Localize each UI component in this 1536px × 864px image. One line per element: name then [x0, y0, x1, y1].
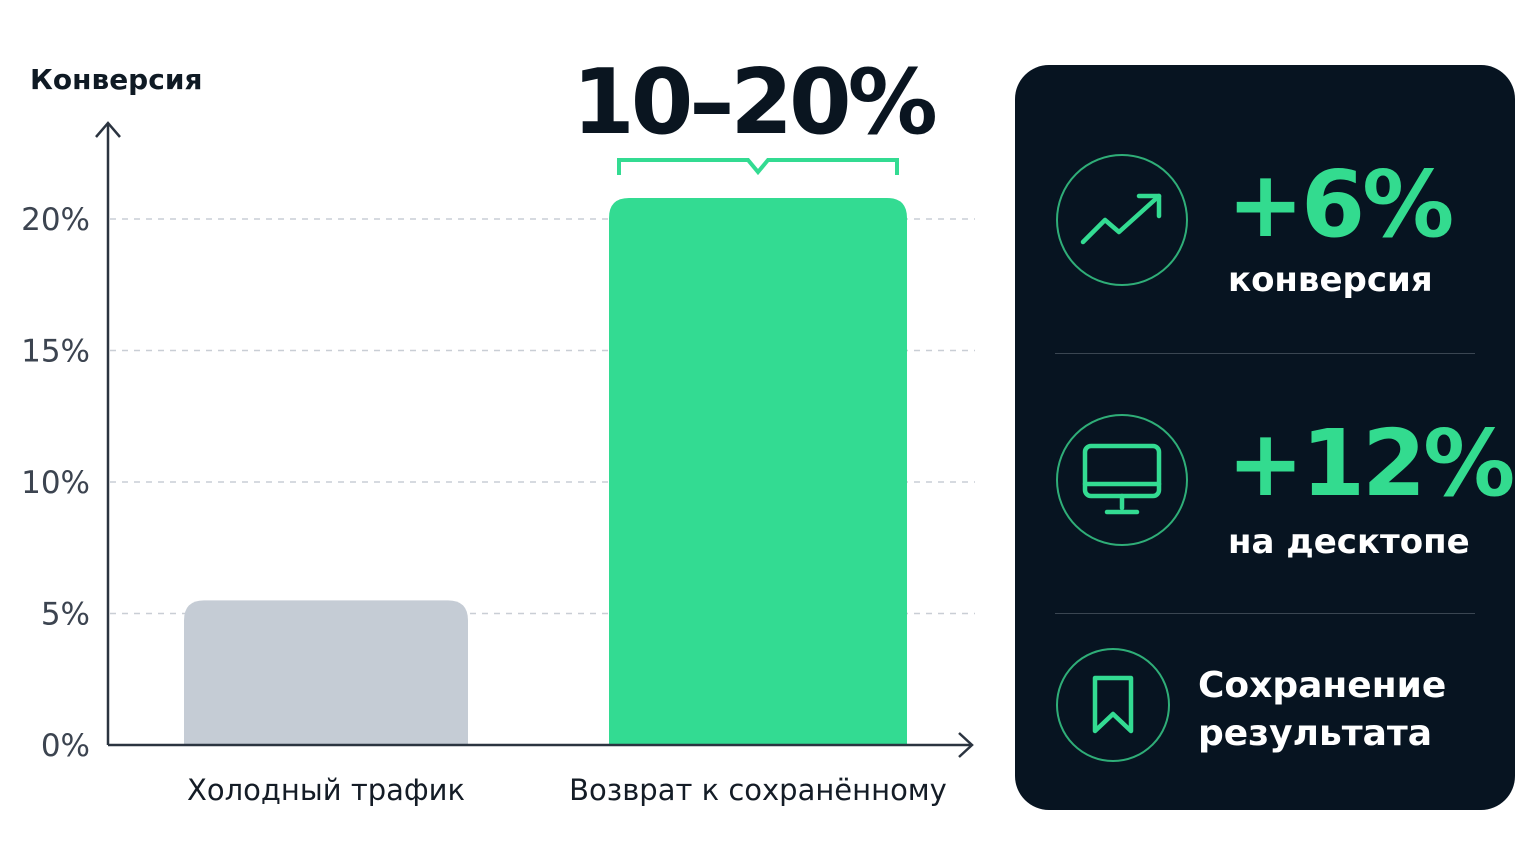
range-annotation: 10–20%	[572, 50, 940, 176]
y-tick-label: 15%	[21, 334, 90, 370]
bar-chart: Конверсия 0% 5% 10% 15% 20% Холодный трафик В…	[21, 50, 975, 807]
bookmark-icon	[1056, 648, 1170, 762]
y-tick-label: 20%	[21, 202, 90, 238]
category-label: Холодный трафик	[187, 773, 465, 807]
category-label: Возврат к сохранённому	[569, 773, 947, 807]
y-tick-label: 0%	[41, 728, 90, 764]
y-tick-label: 10%	[21, 465, 90, 501]
range-bracket	[617, 158, 899, 176]
stat-label: на десктопе	[1228, 522, 1470, 562]
range-annotation-text: 10–20%	[572, 50, 935, 155]
stat-title-line1: Сохранение	[1198, 665, 1447, 706]
bars	[184, 197, 907, 745]
x-axis	[108, 732, 974, 758]
bar	[609, 197, 907, 745]
stat-title-line2: результата	[1198, 713, 1433, 754]
y-tick-label: 5%	[41, 597, 90, 633]
trend-up-icon	[1056, 154, 1188, 286]
stat-label: конверсия	[1228, 260, 1433, 300]
bar	[184, 600, 468, 745]
divider	[1055, 613, 1475, 614]
y-tick-labels: 0% 5% 10% 15% 20%	[21, 202, 90, 764]
y-axis-title: Конверсия	[30, 63, 202, 96]
monitor-icon	[1056, 414, 1188, 546]
stat-value: +12%	[1227, 410, 1515, 517]
stat-value: +6%	[1227, 151, 1454, 258]
y-axis	[95, 121, 121, 745]
divider	[1055, 353, 1475, 354]
stats-panel: +6% конверсия +12% на десктопе Сохранени…	[1015, 65, 1515, 810]
category-labels: Холодный трафик Возврат к сохранённому	[187, 773, 947, 807]
